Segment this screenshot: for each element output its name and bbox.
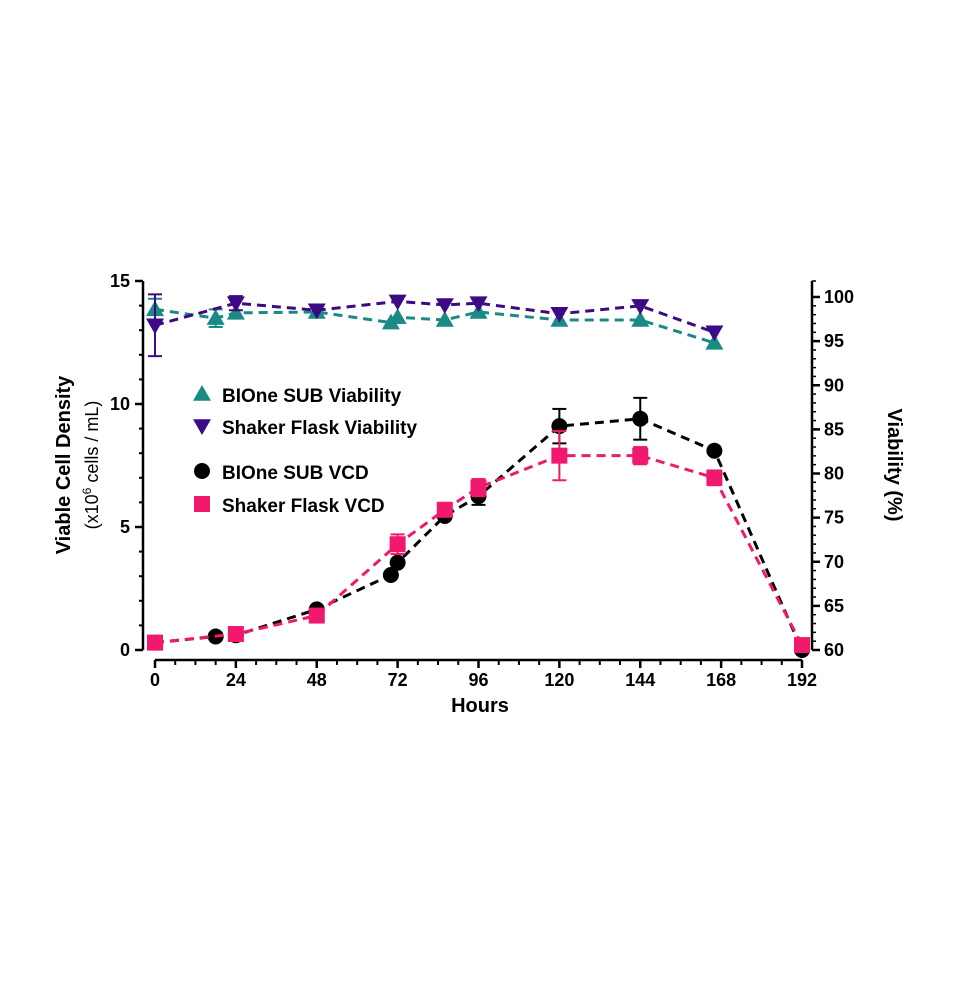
data-point [206,309,225,325]
legend-label: Shaker Flask Viability [222,418,417,439]
x-tick-label: 168 [706,670,736,690]
legend-label: Shaker Flask VCD [222,496,385,517]
data-point [794,637,810,654]
x-axis-label: Hours [451,695,509,717]
data-point [226,296,245,313]
x-tick-label: 192 [787,670,817,690]
data-point [470,479,487,496]
data-point [550,307,569,323]
data-point [147,634,163,651]
y-tick-label: 15 [110,271,130,291]
legend-marker [194,463,210,479]
x-tick-label: 0 [150,670,160,690]
y2-tick-label: 65 [824,596,844,616]
data-point [146,318,164,335]
data-point [435,298,454,314]
data-point [388,294,407,311]
y2-tick-label: 90 [824,375,844,395]
x-tick-label: 24 [226,670,246,690]
data-point [227,626,244,643]
y2-tick-label: 95 [824,331,844,351]
data-point [436,501,453,518]
y-axis-sublabel: (x106 cells / mL) [80,401,102,530]
x-tick-label: 48 [307,670,327,690]
legend-label: BIOne SUB VCD [222,463,369,484]
series-shaker-flask-vcd [147,430,810,654]
y2-tick-label: 60 [824,640,844,660]
data-point [632,447,649,464]
data-point [382,566,399,583]
data-point [435,310,454,327]
data-point [705,333,724,350]
x-tick-label: 96 [468,670,488,690]
x-tick-label: 72 [388,670,408,690]
data-point [389,536,406,553]
y-axis-sublabel-sup: 6 [80,487,94,494]
y2-tick-label: 100 [824,287,854,307]
legend-marker [193,419,211,435]
series-line [154,417,804,651]
series-shaker-flask-viability [146,293,724,358]
data-point [308,607,325,624]
y2-tick-label: 80 [824,464,844,484]
data-point [705,325,724,342]
y2-tick-label: 75 [824,508,844,528]
y2-tick-label: 85 [824,419,844,439]
data-point [307,303,326,320]
y-axis-label: Viable Cell Density [53,375,75,554]
data-point [469,296,488,313]
series-line [154,454,804,646]
data-point [388,308,407,325]
data-point [631,299,650,315]
y-tick-label: 5 [120,517,130,537]
x-tick-label: 120 [544,670,574,690]
data-point [389,554,406,571]
y-tick-label: 10 [110,394,130,414]
data-point [631,310,650,327]
legend-marker [194,496,210,512]
y2-tick-label: 70 [824,552,844,572]
y2-axis-label: Viability (%) [883,409,905,522]
data-point [706,469,723,486]
data-point [706,442,723,459]
y-axis-sublabel-suffix: cells / mL) [82,401,102,488]
x-tick-label: 144 [625,670,655,690]
legend-label: BIOne SUB Viability [222,386,402,407]
y-tick-label: 0 [120,640,130,660]
legend-marker [193,385,211,401]
data-point [551,447,568,464]
y-axis-sublabel-prefix: (x10 [82,494,102,529]
data-point [632,410,649,427]
